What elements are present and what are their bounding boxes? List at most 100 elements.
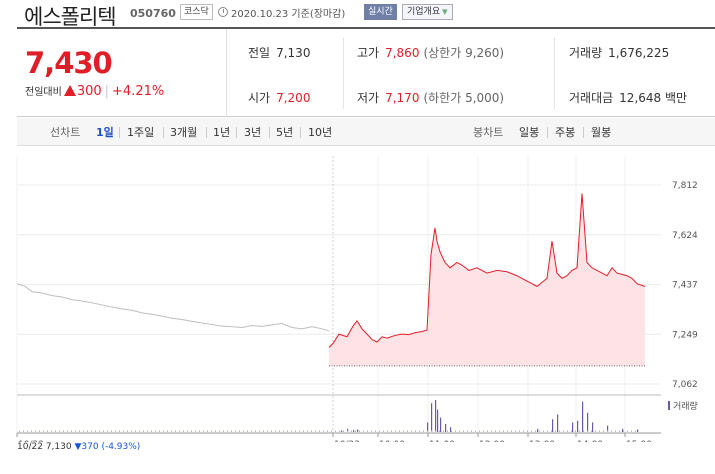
period-3y[interactable]: 3년 <box>244 126 262 139</box>
volume-bar <box>523 430 524 432</box>
volume-bar <box>603 430 604 432</box>
volume-bar <box>347 428 349 432</box>
volume-bar <box>351 430 352 432</box>
volume-bar <box>267 430 268 432</box>
volume-bar <box>577 420 579 432</box>
volume-bar <box>463 430 464 432</box>
volume-bar <box>495 430 496 432</box>
volume-bar <box>255 430 256 432</box>
volume-bar <box>23 430 24 432</box>
x-tick-label: 12:00 <box>479 440 505 442</box>
volume-bar <box>587 412 589 432</box>
period-5y[interactable]: 5년 <box>276 126 294 139</box>
upper-limit: (상한가 9,260) <box>423 46 505 60</box>
open-label: 시가 <box>248 91 271 105</box>
volume-bar <box>437 409 439 432</box>
volume-bar <box>379 430 380 432</box>
amount-value: 12,648 백만 <box>619 91 688 105</box>
volume-bar <box>199 430 200 432</box>
volume-bar <box>171 430 172 432</box>
volume-bar <box>27 430 28 432</box>
prev-close-value: 7,130 <box>276 46 311 60</box>
volume-label: 거래량 <box>569 46 603 60</box>
volume-bar <box>459 430 460 432</box>
divider <box>554 37 555 109</box>
market-badge: 코스닥 <box>180 4 213 20</box>
volume-bar <box>627 430 628 432</box>
volume-bar <box>111 430 112 432</box>
volume-bar <box>223 430 224 432</box>
volume-bar <box>363 430 364 432</box>
lower-limit: (하한가 5,000) <box>423 91 505 105</box>
volume-bar <box>167 430 168 432</box>
volume-bar <box>595 430 596 432</box>
volume-bar <box>435 400 437 432</box>
candle-chart-label: 봉차트 <box>473 126 504 139</box>
volume-bar <box>623 430 624 432</box>
volume-bar <box>207 430 208 432</box>
volume-bar <box>443 430 444 432</box>
volume-bar <box>323 430 324 432</box>
low-label: 저가 <box>357 91 380 105</box>
volume-bar <box>622 428 624 432</box>
realtime-button[interactable]: 실시간 <box>364 4 397 20</box>
volume-bar <box>479 430 480 432</box>
volume-bar <box>191 430 192 432</box>
volume-bar <box>163 430 164 432</box>
volume-bar <box>243 430 244 432</box>
chart-controls: 선차트 1일 1주일 3개월 1년 3년 5년 10년 봉차트 일봉 주봉 월봉 <box>17 118 715 146</box>
volume-bar <box>371 430 372 432</box>
volume-bar <box>607 425 609 432</box>
volume-bar <box>123 430 124 432</box>
price-chart[interactable]: 7,812 7,624 7,437 7,249 7,062 거래량 10/22 10/23… <box>0 156 715 442</box>
prev-day-price-line <box>16 283 330 332</box>
volume-bar <box>303 430 304 432</box>
stock-code: 050760 <box>130 7 176 20</box>
volume-bar <box>103 430 104 432</box>
volume-bar <box>271 430 272 432</box>
company-info-button[interactable]: 기업개요 ▼ <box>402 4 453 20</box>
divider <box>583 127 584 138</box>
divider <box>547 127 548 138</box>
period-1d[interactable]: 1일 <box>96 126 114 139</box>
volume-bars <box>19 400 639 432</box>
volume-bar <box>559 430 560 432</box>
volume-bar <box>551 430 552 432</box>
candle-daily[interactable]: 일봉 <box>519 126 540 139</box>
volume-bar <box>427 430 428 432</box>
volume-bar <box>552 419 554 432</box>
volume-bar <box>155 430 156 432</box>
volume-bar <box>55 430 56 432</box>
prev-date: 10/22 <box>17 442 43 452</box>
volume-bar <box>419 430 420 432</box>
volume-bar <box>235 430 236 432</box>
volume-legend: 거래량 <box>668 400 698 412</box>
volume-bar <box>619 430 620 432</box>
change-label: 전일대비 <box>25 87 62 98</box>
volume-bar <box>431 403 433 432</box>
candle-monthly[interactable]: 월봉 <box>591 126 612 139</box>
volume-bar <box>635 430 636 432</box>
volume-bar <box>147 430 148 432</box>
period-10y[interactable]: 10년 <box>308 126 333 139</box>
candle-weekly[interactable]: 주봉 <box>555 126 576 139</box>
volume-bar <box>63 430 64 432</box>
volume-bar <box>99 430 100 432</box>
volume-bar <box>353 430 355 432</box>
volume-bar <box>263 430 264 432</box>
low-value: 7,170 <box>385 91 420 105</box>
volume-bar <box>499 430 500 432</box>
change-percent: +4.21% <box>112 84 165 99</box>
volume-bar <box>295 430 296 432</box>
volume-bar <box>31 430 32 432</box>
period-1y[interactable]: 1년 <box>213 126 231 139</box>
chevron-down-icon: ▼ <box>442 8 448 16</box>
volume-bar <box>411 430 412 432</box>
volume-bar <box>357 429 359 432</box>
volume-bar <box>215 430 216 432</box>
volume-bar <box>435 430 436 432</box>
volume-bar <box>607 430 608 432</box>
x-tick-label: 10/23 <box>334 440 360 442</box>
period-3m[interactable]: 3개월 <box>170 126 198 139</box>
period-1w[interactable]: 1주일 <box>127 126 155 139</box>
